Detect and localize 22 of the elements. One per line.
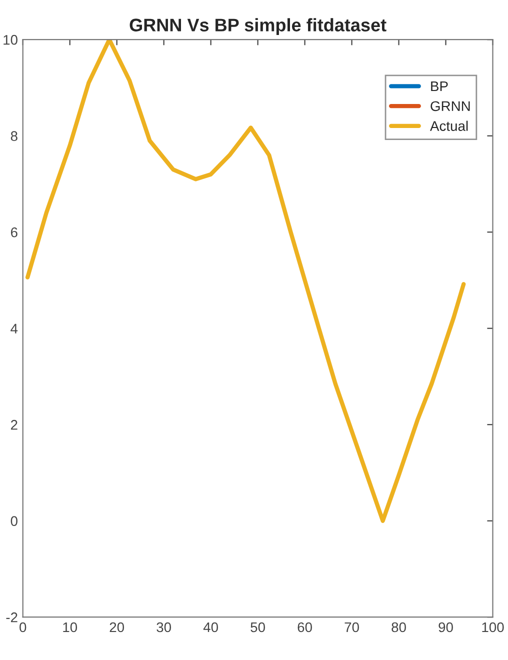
x-tick-label: 50 <box>250 622 265 632</box>
x-tick-label: 70 <box>344 622 359 632</box>
y-tick-label: 0 <box>10 516 18 526</box>
y-tick-label: 6 <box>10 227 18 238</box>
x-tick-label: 20 <box>110 622 124 632</box>
x-tick-label: 10 <box>63 622 78 632</box>
legend-label: Actual <box>430 120 468 131</box>
x-tick-label: 0 <box>20 622 26 632</box>
x-tick-label: 80 <box>392 622 406 632</box>
y-tick-label: 4 <box>10 324 18 334</box>
chart-title: GRNN Vs BP simple fitdataset <box>130 18 386 36</box>
y-tick-label: 8 <box>10 131 18 142</box>
y-tick-label: -2 <box>6 612 18 622</box>
legend-label: BP <box>431 81 448 92</box>
y-tick-label: 10 <box>4 34 18 45</box>
x-tick-label: 30 <box>156 622 172 632</box>
legend-label: GRNN <box>430 101 470 112</box>
x-tick-label: 100 <box>482 622 504 632</box>
x-tick-label: 60 <box>298 622 312 632</box>
x-tick-label: 40 <box>203 622 218 632</box>
y-tick-label: 2 <box>10 420 18 430</box>
x-tick-label: 90 <box>438 622 453 632</box>
